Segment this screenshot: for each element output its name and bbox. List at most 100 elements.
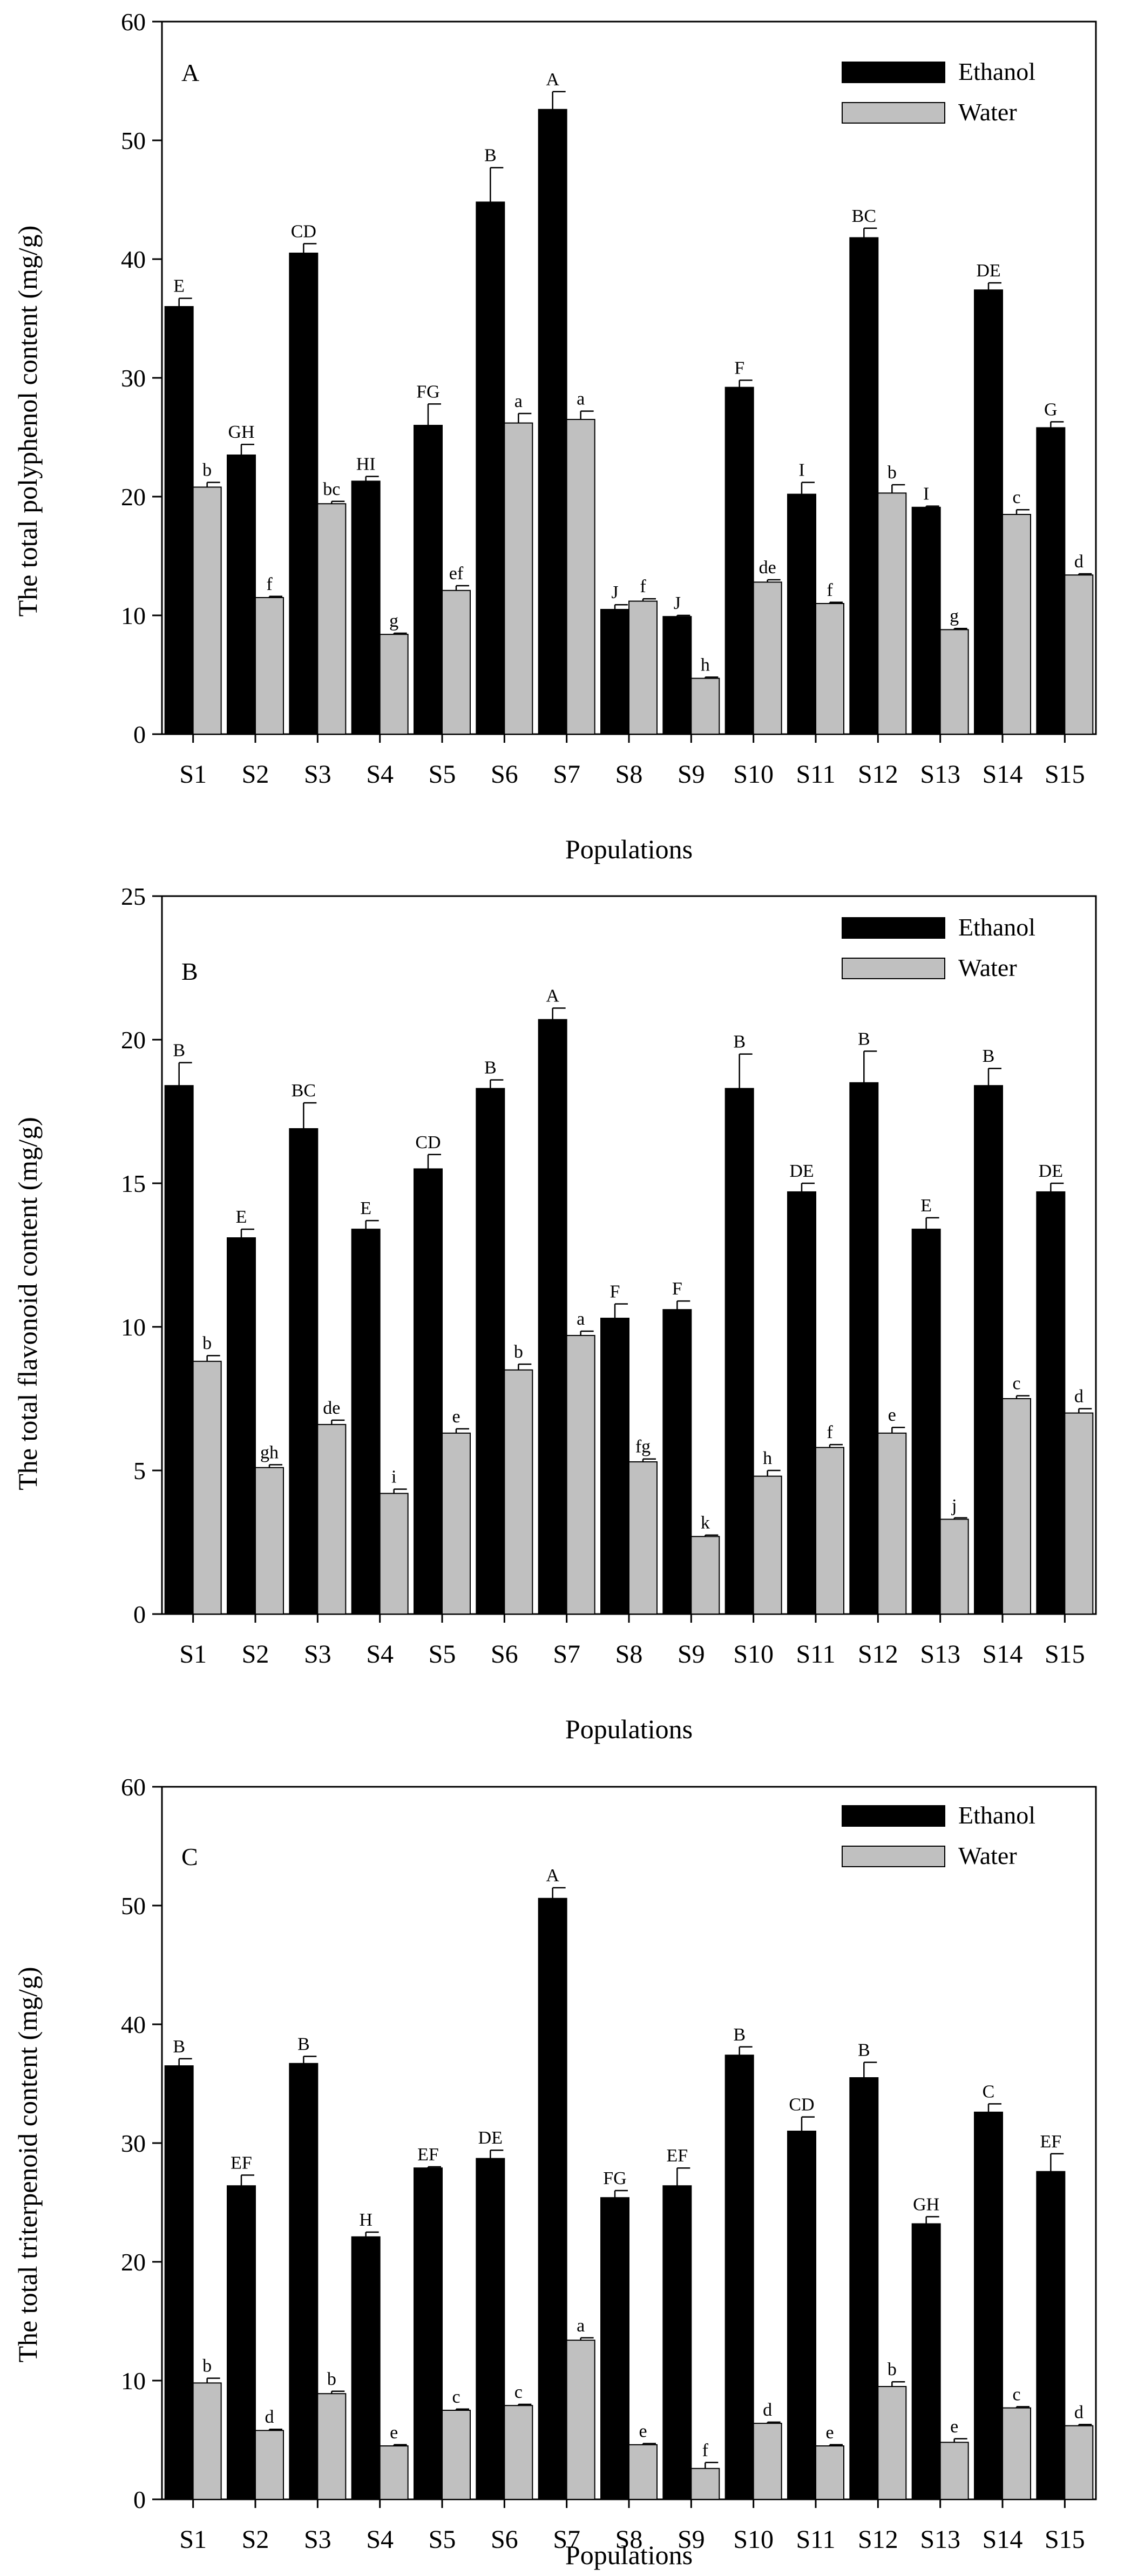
panel-b-plot: 0510152025S1BbS2EghS3BCdeS4EiS5CDeS6BbS7…	[121, 883, 1097, 1669]
significance-letter: BC	[292, 1081, 316, 1101]
bar-water-s6	[504, 1369, 533, 1615]
bar-ethanol-s11	[787, 2131, 816, 2500]
significance-letter: F	[734, 358, 744, 378]
bar-water-s7	[566, 419, 595, 735]
bar-ethanol-s7	[538, 1897, 567, 2500]
bar-water-s2	[255, 2430, 284, 2500]
bar-ethanol-s2	[227, 455, 256, 735]
y-tick-label: 50	[121, 127, 146, 154]
x-tick-label: S7	[553, 1640, 580, 1669]
significance-letter: j	[951, 1496, 957, 1516]
significance-letter: b	[514, 1342, 523, 1362]
bar-ethanol-s1	[164, 2065, 194, 2500]
significance-letter: EF	[1040, 2132, 1061, 2152]
significance-letter: GH	[228, 422, 254, 442]
significance-letter: EF	[417, 2145, 439, 2165]
significance-letter: F	[672, 1279, 682, 1299]
bar-ethanol-s6	[476, 1088, 505, 1615]
significance-letter: e	[888, 1405, 896, 1425]
x-tick-label: S12	[858, 760, 898, 789]
panel-a-legend-water: Water	[958, 98, 1017, 126]
bar-water-s8	[628, 2444, 658, 2500]
panel-c-ylabel: The total triterpenoid content (mg/g)	[12, 1967, 43, 2362]
significance-letter: FG	[603, 2168, 626, 2188]
panel-a-plot: 0102030405060S1EbS2GHfS3CDbcS4HIgS5FGefS…	[121, 8, 1097, 789]
bar-ethanol-s13	[911, 506, 941, 735]
bar-water-s4	[379, 634, 409, 735]
panel-b: 0510152025S1BbS2EghS3BCdeS4EiS5CDeS6BbS7…	[12, 883, 1097, 1744]
significance-letter: A	[546, 1866, 559, 1886]
bar-ethanol-s6	[476, 201, 505, 735]
significance-letter: J	[611, 582, 618, 602]
x-tick-label: S6	[491, 2525, 518, 2554]
significance-letter: f	[266, 574, 273, 594]
x-tick-label: S4	[366, 1640, 394, 1669]
panel-a-legend: Ethanol Water	[842, 58, 1035, 126]
significance-letter: g	[389, 611, 398, 631]
bar-ethanol-s15	[1036, 1191, 1066, 1615]
bar-ethanol-s10	[724, 387, 754, 735]
bar-ethanol-s6	[476, 2158, 505, 2500]
y-tick-label: 60	[121, 1773, 146, 1801]
bar-water-s3	[317, 1423, 347, 1615]
bar-ethanol-s15	[1036, 2171, 1066, 2500]
significance-letter: DE	[789, 1161, 814, 1181]
significance-letter: h	[763, 1448, 772, 1468]
significance-letter: I	[798, 460, 804, 480]
significance-letter: bc	[323, 479, 340, 499]
y-tick-label: 20	[121, 2248, 146, 2276]
x-tick-label: S7	[553, 760, 580, 789]
panel-b-xlabel: Populations	[565, 1714, 693, 1744]
panel-a-legend-swatch-water	[842, 102, 945, 124]
x-tick-label: S3	[304, 2525, 331, 2554]
bar-ethanol-s2	[227, 2185, 256, 2500]
significance-letter: B	[297, 2034, 310, 2054]
significance-letter: e	[639, 2422, 647, 2442]
significance-letter: E	[236, 1207, 247, 1227]
bar-ethanol-s7	[538, 1019, 567, 1615]
bar-ethanol-s5	[414, 2167, 443, 2500]
x-tick-label: S14	[983, 760, 1023, 789]
x-tick-label: S4	[366, 760, 394, 789]
y-tick-label: 0	[133, 1601, 146, 1628]
significance-letter: f	[827, 580, 833, 600]
x-tick-label: S5	[429, 2525, 456, 2554]
significance-letter: e	[452, 1407, 460, 1427]
x-tick-label: S9	[678, 760, 705, 789]
y-tick-label: 15	[121, 1170, 146, 1197]
y-tick-label: 10	[121, 1313, 146, 1341]
bar-water-s7	[566, 2340, 595, 2500]
x-tick-label: S1	[179, 2525, 207, 2554]
bar-ethanol-s1	[164, 1085, 194, 1615]
significance-letter: b	[202, 2356, 212, 2376]
x-tick-label: S6	[491, 760, 518, 789]
x-tick-label: S3	[304, 760, 331, 789]
panel-c-xlabel: Populations	[565, 2540, 693, 2570]
panel-b-legend-water: Water	[958, 954, 1017, 981]
significance-letter: A	[546, 70, 559, 90]
x-tick-label: S9	[678, 1640, 705, 1669]
panel-b-legend-ethanol: Ethanol	[958, 913, 1035, 941]
bar-ethanol-s11	[787, 1191, 816, 1615]
significance-letter: B	[858, 2040, 870, 2060]
bar-water-s13	[939, 2442, 969, 2500]
x-tick-label: S10	[733, 2525, 774, 2554]
bar-water-s4	[379, 2445, 409, 2500]
y-tick-label: 20	[121, 1026, 146, 1054]
significance-letter: gh	[260, 1442, 279, 1462]
significance-letter: d	[1074, 1387, 1083, 1407]
panel-c-legend-ethanol: Ethanol	[958, 1801, 1035, 1829]
y-tick-label: 10	[121, 602, 146, 629]
significance-letter: f	[827, 1422, 833, 1442]
panel-b-legend-swatch-ethanol	[842, 917, 945, 939]
significance-letter: B	[484, 1057, 497, 1077]
bar-ethanol-s3	[289, 253, 319, 735]
bar-ethanol-s8	[600, 609, 629, 735]
x-tick-label: S13	[920, 1640, 960, 1669]
bar-water-s1	[192, 1360, 222, 1615]
significance-letter: f	[702, 2441, 709, 2460]
x-tick-label: S11	[796, 760, 836, 789]
panel-c-legend-swatch-ethanol	[842, 1805, 945, 1827]
x-tick-label: S3	[304, 1640, 331, 1669]
bar-ethanol-s8	[600, 2197, 629, 2500]
